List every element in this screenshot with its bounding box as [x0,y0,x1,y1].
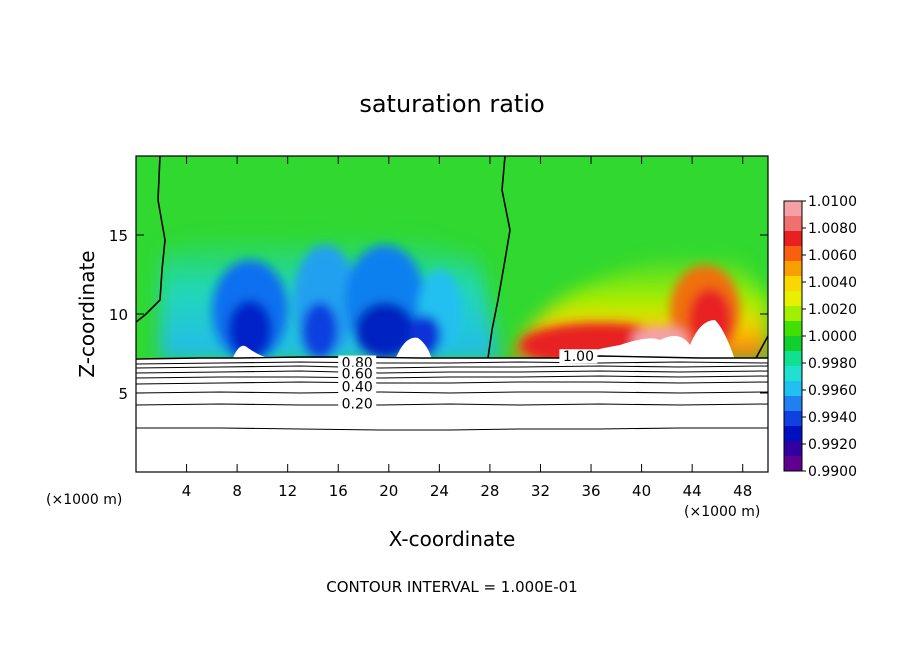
colorbar-tick-label: 1.0000 [808,329,857,345]
x-tick-label: 44 [683,482,702,500]
plot-frame [135,155,769,473]
contour-label-bg [338,355,377,370]
plot-area [136,156,768,472]
colorbar-swatch [784,351,802,367]
colorbar-swatch [784,411,802,427]
y-tick-label: 5 [118,385,128,403]
colorbar-swatch [784,216,802,232]
colorbar-ticks: 1.0100 1.0080 1.0060 1.0040 1.0020 1.0000 0.99… [802,194,857,480]
colorbar-tick-label: 0.9980 [808,356,857,372]
colorbar-swatch [784,201,802,217]
y-tick-label: 10 [109,306,128,324]
colorbar-tick-label: 0.9900 [808,464,857,480]
contour-label: 0.20 [342,397,373,413]
colorbar-swatch [784,396,802,412]
colorbar-swatch [784,441,802,457]
colorbar-tick-label: 1.0100 [808,194,857,210]
colorbar-swatch [784,381,802,397]
colorbar-swatch [784,231,802,247]
x-tick-label: 32 [531,482,550,500]
colorbar-swatch [784,291,802,307]
x-tick-label: 24 [430,482,449,500]
colorbar-tick-label: 1.0060 [808,248,857,264]
x-tick-label: 36 [581,482,600,500]
colorbar-tick-label: 1.0020 [808,302,857,318]
colorbar-swatch [784,456,802,472]
colorbar-swatch [784,306,802,322]
y-tick-label: 15 [109,227,128,245]
chart-title: saturation ratio [359,90,544,118]
contour-label-bg [338,366,377,381]
colorbar-tick-label: 0.9920 [808,437,857,453]
x-tick-label: 20 [379,482,398,500]
contour-label: 0.40 [342,379,373,395]
contour-interval-note: CONTOUR INTERVAL = 1.000E-01 [326,578,577,596]
colorbar [783,200,803,472]
contour-label: 0.60 [342,367,373,383]
colorbar-tick-label: 1.0040 [808,275,857,291]
contour-label-bg [338,379,377,394]
colorbar-tick-label: 0.9940 [808,410,857,426]
colorbar-swatch [784,276,802,292]
contour-label-bg [559,349,598,364]
x-tick-label: 28 [480,482,499,500]
x-unit-left: (×1000 m) [46,492,122,508]
x-tick-label: 8 [232,482,242,500]
colorbar-swatch [784,426,802,442]
x-tick-label: 48 [733,482,752,500]
x-tick-label: 40 [632,482,651,500]
colorbar-swatch [784,366,802,382]
x-tick-label: 16 [329,482,348,500]
x-tick-label: 12 [278,482,297,500]
contour-label: 1.00 [563,349,594,365]
x-axis-label: X-coordinate [389,527,516,551]
contour-labels: 1.000.800.600.400.20 [338,349,598,413]
x-tick-label: 4 [182,482,192,500]
colorbar-swatch [784,261,802,277]
x-unit-right: (×1000 m) [684,504,760,520]
y-axis-ticks: 5 10 15 [109,227,768,403]
contour-label-bg [338,396,377,411]
colorbar-swatch [784,321,802,337]
colorbar-swatch [784,336,802,352]
colorbar-tick-label: 1.0080 [808,221,857,237]
colorbar-tick-label: 0.9960 [808,383,857,399]
y-axis-label: Z-coordinate [75,250,99,377]
colorbar-swatch [784,246,802,262]
x-axis-ticks: 4 8 12 16 20 24 28 32 36 40 44 48 [182,156,752,500]
